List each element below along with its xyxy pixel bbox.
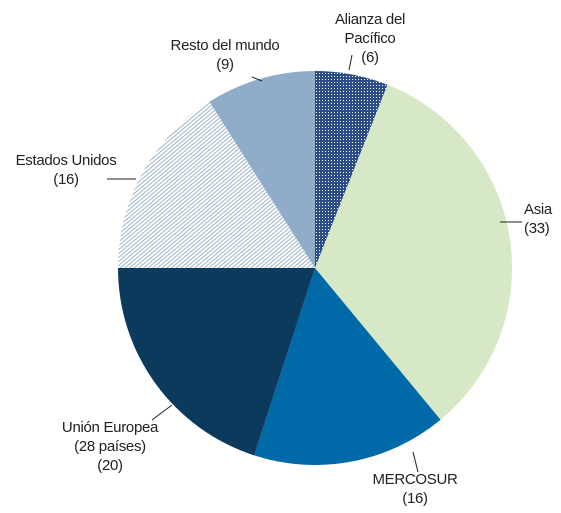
slice-label: Asia (33)	[524, 200, 561, 238]
value-label: (9)	[216, 56, 234, 73]
value-label: (6)	[361, 49, 379, 66]
leader-line	[151, 404, 173, 421]
leader-line	[348, 54, 353, 71]
pie-slice	[118, 101, 315, 269]
category-label: Alianza del Pacífico	[334, 11, 406, 47]
value-label: (33)	[524, 220, 550, 237]
slice-label: Estados Unidos (16)	[0, 151, 132, 189]
category-label: Resto del mundo	[170, 37, 280, 54]
pie-slice	[254, 268, 441, 465]
category-label: Estados Unidos	[15, 152, 117, 169]
category-label: MERCOSUR	[372, 471, 458, 488]
slice-label: Resto del mundo (9)	[150, 36, 300, 74]
category-label: Asia	[524, 201, 552, 218]
value-label: (16)	[402, 490, 428, 507]
slice-label: Alianza del Pacífico (6)	[300, 10, 440, 67]
pie-slice	[209, 71, 315, 268]
leader-line	[251, 76, 263, 82]
leader-line	[412, 451, 419, 473]
value-label: (20)	[97, 457, 123, 474]
pie-slice	[315, 71, 388, 268]
value-label: (16)	[53, 171, 79, 188]
pie-slice	[315, 84, 512, 420]
slice-label: MERCOSUR (16)	[360, 470, 470, 508]
slice-label: Unión Europea (28 países) (20)	[40, 418, 180, 475]
category-label: Unión Europea (28 países)	[61, 419, 159, 455]
pie-slice	[118, 268, 315, 456]
